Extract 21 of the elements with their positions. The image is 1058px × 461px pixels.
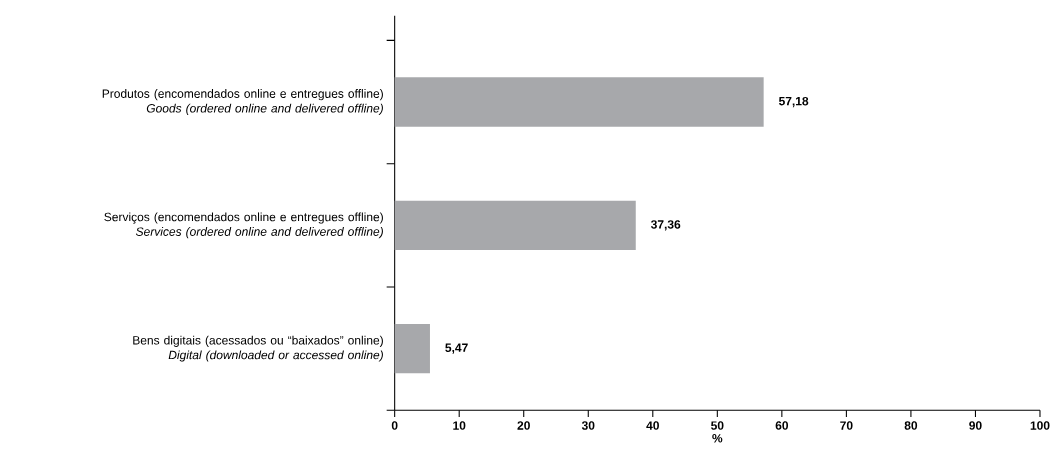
x-tick-label: 60 [775,421,789,430]
x-tick-label: 0 [391,421,398,430]
x-axis-title: % [712,434,723,443]
x-tick-label: 100 [1030,421,1050,430]
bar [394,323,430,374]
y-tick-label: Produtos (encomendados online e entregues offline) Goods (ordered online and delivered offline) [102,89,383,115]
data-label: 57,18 [778,96,809,108]
y-tick-label: Serviços (encomendados online e entregues offline) Services (ordered online and delivered offline) [104,212,383,239]
data-label: 37,36 [650,220,681,231]
x-tick-label: 70 [840,421,853,430]
x-tick-label: 10 [453,421,466,430]
x-tick-label: 30 [581,421,595,430]
data-label: 5,47 [445,343,468,354]
x-tick-label: 20 [517,421,530,430]
x-tick-label: 50 [711,421,724,430]
x-tick-label: 80 [904,421,918,430]
x-tick-label: 90 [969,421,982,430]
bar [394,77,764,127]
bar [394,200,636,250]
x-tick-label: 40 [646,421,659,430]
y-tick-label: Bens digitais (acessados ou “baixados” online) Digital (downloaded or accessed online) [133,335,383,362]
